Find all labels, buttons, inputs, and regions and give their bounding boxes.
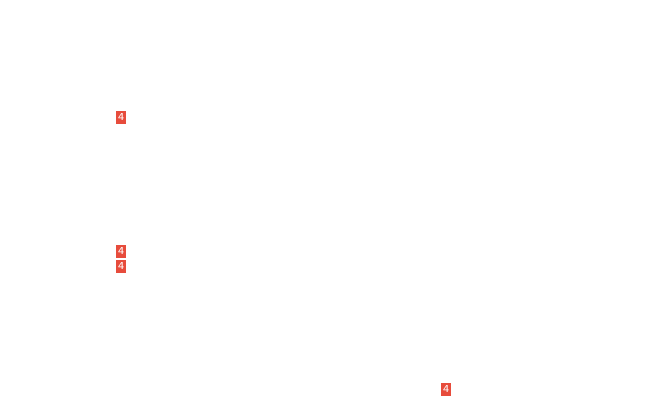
notification-count-badge: 4: [116, 245, 126, 258]
notification-count-badge: 4: [441, 383, 451, 396]
notification-count-badge: 4: [116, 260, 126, 273]
notification-count-badge: 4: [116, 111, 126, 124]
